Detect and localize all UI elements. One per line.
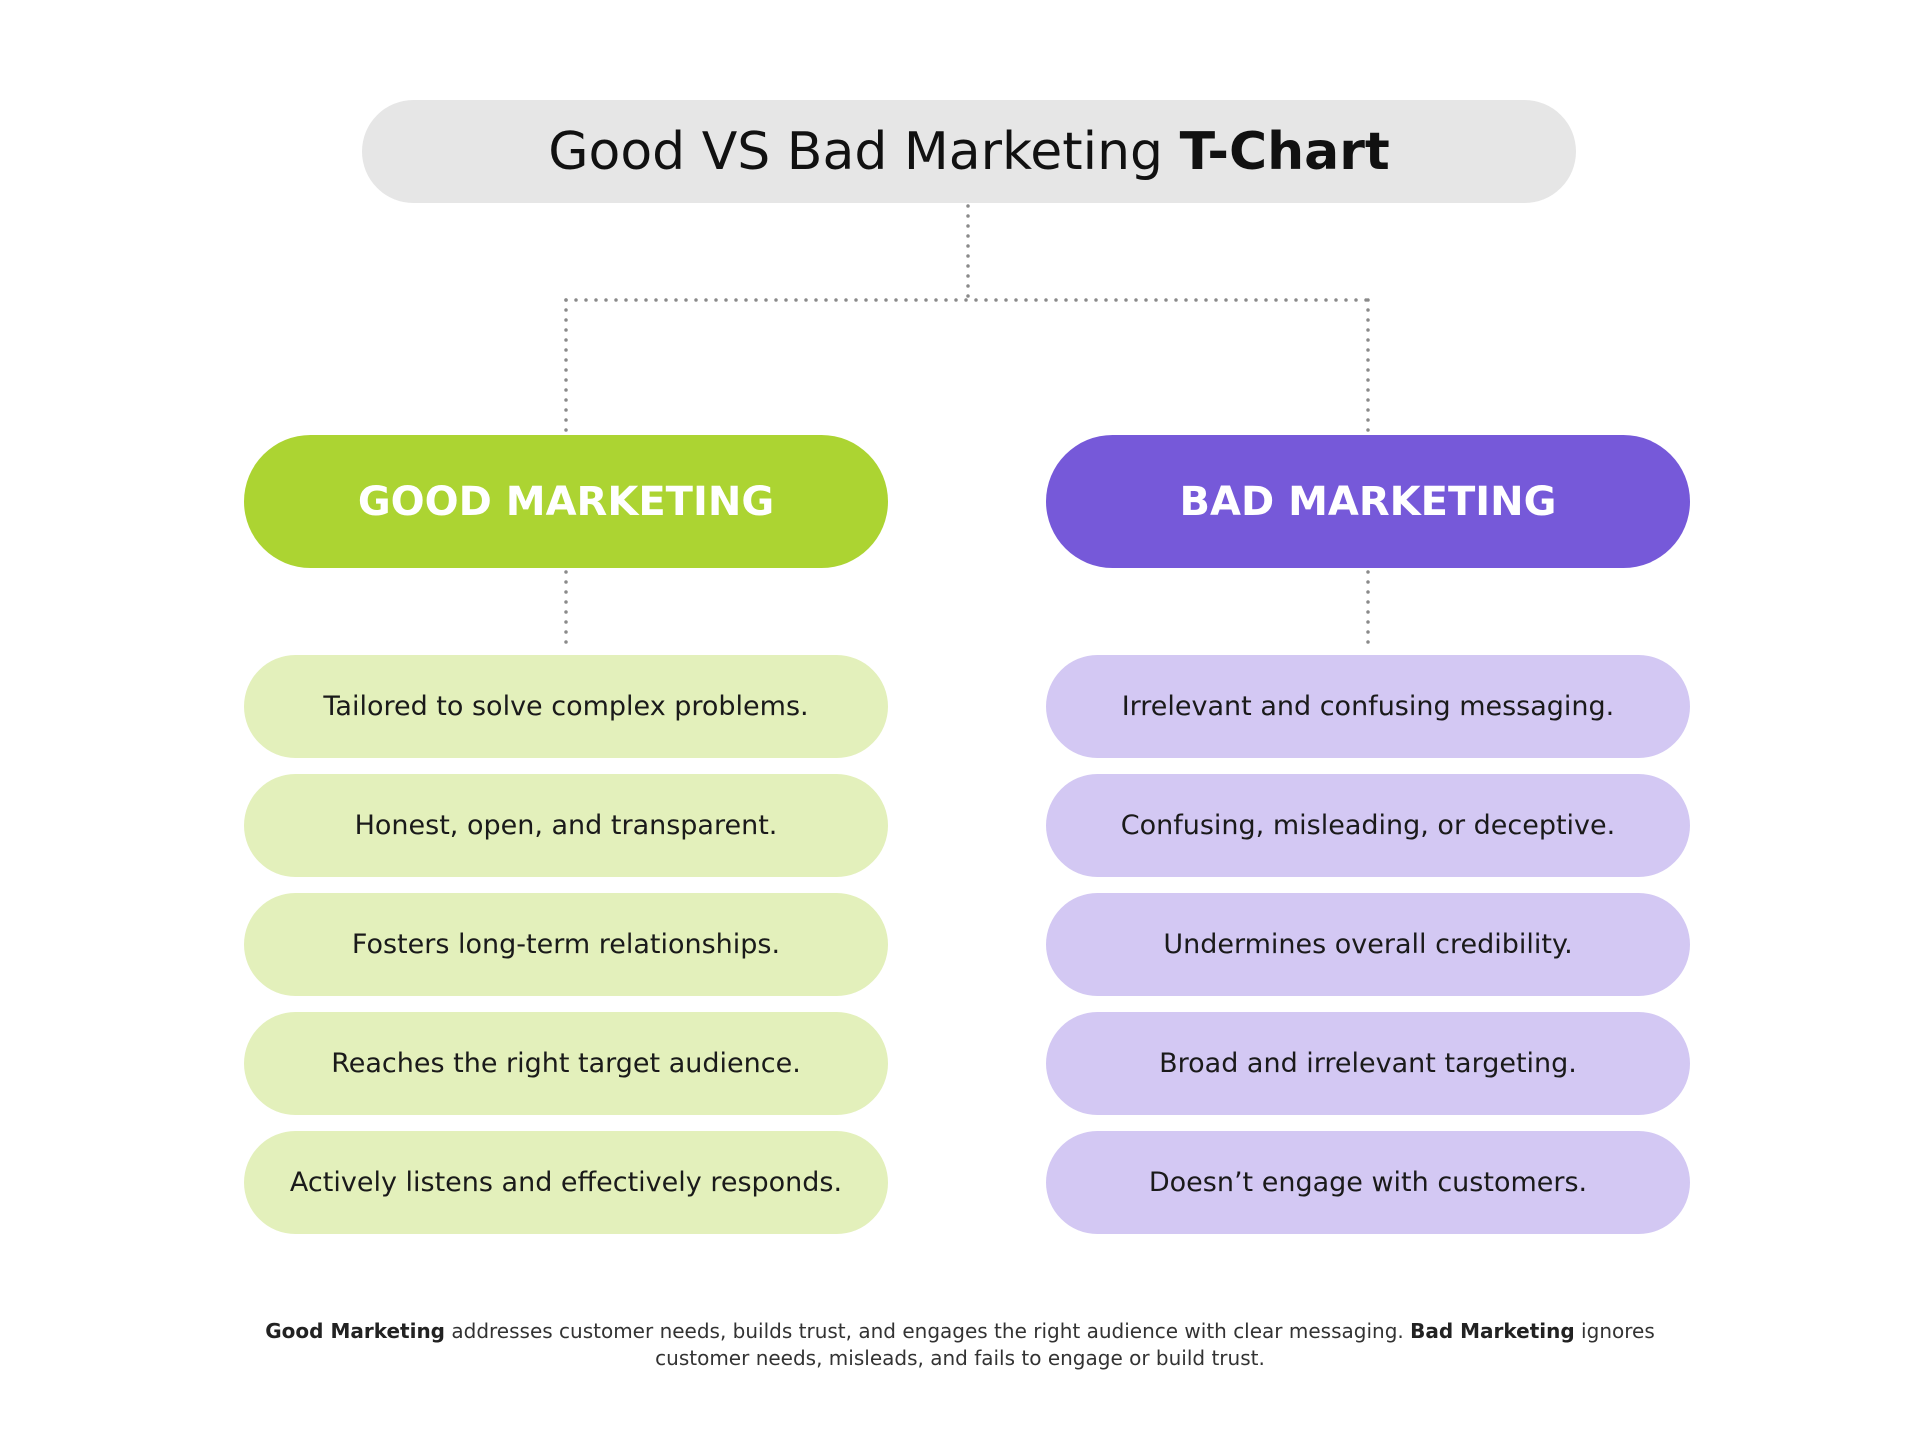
good-item-4: Reaches the right target audience. [244, 1012, 888, 1115]
good-item-3: Fosters long-term relationships. [244, 893, 888, 996]
footer-summary: Good Marketing addresses customer needs,… [260, 1318, 1660, 1372]
title-regular: Good VS Bad Marketing [548, 121, 1164, 182]
title-bold: T-Chart [1179, 121, 1390, 182]
good-item-1: Tailored to solve complex problems. [244, 655, 888, 758]
good-item-2: Honest, open, and transparent. [244, 774, 888, 877]
bad-marketing-list: Irrelevant and confusing messaging. Conf… [1046, 655, 1690, 1250]
footer-bad-label: Bad Marketing [1410, 1319, 1575, 1343]
good-marketing-list: Tailored to solve complex problems. Hone… [244, 655, 888, 1250]
good-item-5: Actively listens and effectively respond… [244, 1131, 888, 1234]
bad-item-4: Broad and irrelevant targeting. [1046, 1012, 1690, 1115]
bad-item-1: Irrelevant and confusing messaging. [1046, 655, 1690, 758]
chart-title: Good VS Bad Marketing T-Chart [362, 100, 1576, 203]
footer-good-text: addresses customer needs, builds trust, … [445, 1319, 1411, 1343]
bad-marketing-header: BAD MARKETING [1046, 435, 1690, 568]
bad-item-3: Undermines overall credibility. [1046, 893, 1690, 996]
bad-item-2: Confusing, misleading, or deceptive. [1046, 774, 1690, 877]
bad-item-5: Doesn’t engage with customers. [1046, 1131, 1690, 1234]
good-marketing-header: GOOD MARKETING [244, 435, 888, 568]
footer-bad-text: ignores customer needs, misleads, and fa… [655, 1319, 1655, 1370]
footer-good-label: Good Marketing [265, 1319, 446, 1343]
